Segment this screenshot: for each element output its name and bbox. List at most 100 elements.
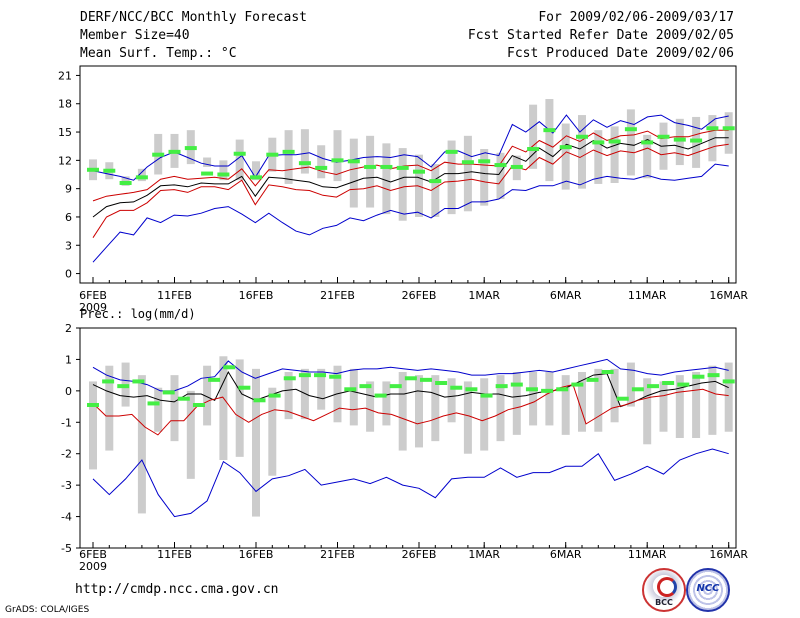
obs-marker xyxy=(119,180,132,185)
obs-marker xyxy=(478,159,491,164)
obs-marker xyxy=(168,149,181,154)
spread-box xyxy=(578,372,586,432)
obs-marker xyxy=(364,164,377,169)
x-tick-label: 6MAR xyxy=(550,548,582,561)
spread-box xyxy=(594,130,603,184)
obs-marker xyxy=(347,159,360,164)
x-tick-label: 21FEB xyxy=(320,289,355,302)
spread-box xyxy=(675,375,684,438)
y-tick-label: 15 xyxy=(58,126,72,139)
obs-marker xyxy=(510,382,523,387)
spread-box xyxy=(708,115,717,162)
spread-box xyxy=(626,362,635,407)
series-line-max xyxy=(92,358,729,392)
spread-box xyxy=(137,375,146,514)
obs-marker xyxy=(641,140,654,145)
obs-marker xyxy=(445,149,458,154)
spread-box xyxy=(235,139,244,181)
spread-box xyxy=(724,362,733,432)
source-url[interactable]: http://cmdp.ncc.cma.gov.cn xyxy=(75,582,279,597)
spread-box xyxy=(235,359,244,457)
spread-box xyxy=(496,375,505,442)
obs-marker xyxy=(132,379,145,384)
obs-marker xyxy=(576,134,588,139)
spread-box xyxy=(610,368,619,423)
spread-box xyxy=(317,368,326,410)
obs-marker xyxy=(282,149,295,154)
spread-box xyxy=(447,378,456,423)
obs-marker xyxy=(152,152,165,157)
plot-frame xyxy=(79,327,737,549)
spread-box xyxy=(594,368,603,432)
y-tick-label: -4 xyxy=(61,511,72,524)
spread-box xyxy=(643,134,652,179)
spread-box xyxy=(463,135,472,212)
series-line-p25 xyxy=(92,143,729,238)
x-tick-label: 11MAR xyxy=(628,548,667,561)
bcc-emblem-icon xyxy=(657,577,677,597)
obs-marker xyxy=(690,138,703,143)
obs-marker xyxy=(344,387,357,392)
obs-marker xyxy=(435,381,448,385)
spread-box xyxy=(268,387,277,476)
x-tick-label: 6FEB xyxy=(79,548,107,561)
obs-marker xyxy=(208,377,221,382)
obs-marker xyxy=(389,384,402,389)
spread-box xyxy=(252,161,260,181)
obs-marker xyxy=(543,128,556,133)
y-tick-label: 1 xyxy=(65,353,72,366)
series-line-mean xyxy=(92,137,729,218)
spread-box xyxy=(480,378,489,451)
x-tick-label: 26FEB xyxy=(402,548,437,561)
spread-box xyxy=(333,130,342,182)
fcst-started-date: Fcst Started Refer Date 2009/02/05 xyxy=(467,28,734,43)
spread-box xyxy=(545,99,554,182)
chart-panel-1: 0 3 6 9 12 15 18 21 6FEB 11FEB 16FEB 21FEB 26FEB 1MAR… xyxy=(58,65,748,321)
obs-marker xyxy=(404,376,417,381)
obs-marker xyxy=(283,376,296,381)
y-tick-label: 18 xyxy=(58,98,72,111)
obs-marker xyxy=(692,374,705,379)
spread-box xyxy=(480,149,489,206)
y-tick-label: -3 xyxy=(61,479,72,492)
y-tick-label: -1 xyxy=(61,416,72,429)
obs-marker xyxy=(217,172,230,177)
y-tick-label: 9 xyxy=(65,183,72,196)
spread-box xyxy=(382,143,391,215)
spread-box xyxy=(398,372,407,451)
obs-marker xyxy=(494,163,507,168)
obs-marker xyxy=(465,387,478,392)
obs-marker xyxy=(374,393,387,398)
obs-marker xyxy=(608,139,621,144)
obs-marker xyxy=(592,140,605,145)
obs-marker xyxy=(268,393,281,398)
obs-marker xyxy=(706,126,719,131)
obs-marker xyxy=(419,377,432,382)
spread-box xyxy=(252,368,260,517)
obs-marker xyxy=(527,147,540,152)
spread-box xyxy=(529,104,538,169)
obs-marker xyxy=(201,171,214,176)
y-tick-label: -2 xyxy=(61,448,72,461)
spread-box xyxy=(284,372,293,420)
x-year-label: 2009 xyxy=(79,560,107,573)
obs-marker xyxy=(647,384,660,389)
x-tick-label: 11MAR xyxy=(628,289,667,302)
chart-title: DERF/NCC/BCC Monthly Forecast xyxy=(80,10,307,25)
spread-box xyxy=(431,164,440,217)
spread-box xyxy=(561,375,570,435)
x-tick-label: 21FEB xyxy=(320,548,355,561)
precip-panel-title: Prec.: log(mm/d) xyxy=(80,307,196,321)
obs-marker xyxy=(298,161,311,166)
y-tick-label: 3 xyxy=(65,239,72,252)
obs-marker xyxy=(601,370,614,374)
spread-box xyxy=(561,123,570,190)
spread-box xyxy=(366,135,375,208)
x-tick-label: 6MAR xyxy=(550,289,582,302)
spread-box xyxy=(366,381,375,432)
obs-marker xyxy=(103,168,116,173)
obs-marker xyxy=(396,165,409,170)
spread-box xyxy=(349,368,358,426)
obs-marker xyxy=(461,160,474,165)
